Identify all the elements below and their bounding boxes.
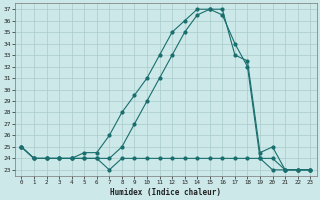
X-axis label: Humidex (Indice chaleur): Humidex (Indice chaleur) bbox=[110, 188, 221, 197]
